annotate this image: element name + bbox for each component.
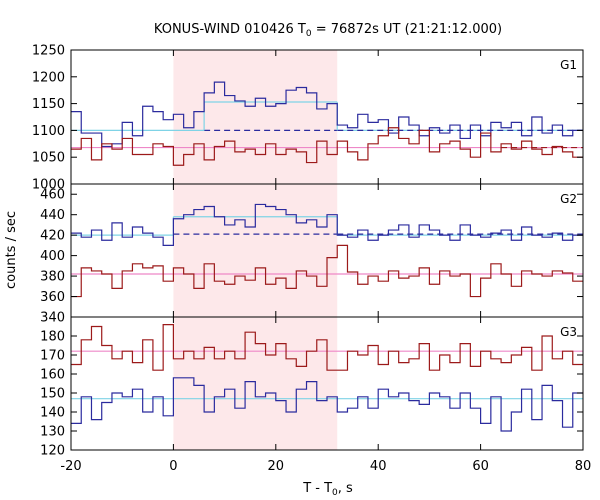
g3-ytick-label-120: 120	[40, 444, 65, 459]
g1-panel-label: G1	[560, 58, 577, 72]
x-axis-label: T - T0, s	[302, 481, 353, 498]
g3-ytick-label-130: 130	[40, 425, 65, 440]
x-tick-label-0: 0	[169, 459, 177, 474]
g1-ytick-label-1200: 1200	[32, 70, 65, 85]
g2-series-red	[71, 244, 583, 298]
x-tick-label-80: 80	[575, 459, 592, 474]
g3-frame	[70, 316, 584, 451]
g2-ytick-label-420: 420	[40, 229, 65, 244]
data-layer	[71, 81, 583, 432]
x-tick-label-20: 20	[268, 459, 285, 474]
g3-ytick-label-180: 180	[40, 330, 65, 345]
g3-ytick-label-140: 140	[40, 406, 65, 421]
g3-ytick-label-150: 150	[40, 387, 65, 402]
g1-ytick-label-1000: 1000	[32, 178, 65, 193]
x-tick-label-40: 40	[370, 459, 387, 474]
g1-shaded-interval	[173, 50, 338, 184]
g2-panel-label: G2	[560, 192, 577, 206]
g3-ytick-label-170: 170	[40, 349, 65, 364]
g3-panel-label: G3	[560, 325, 577, 339]
g2-series-blue	[71, 203, 583, 246]
g3-ytick-label-160: 160	[40, 368, 65, 383]
g1-ytick-label-1100: 1100	[32, 124, 65, 139]
g2-ytick-label-380: 380	[40, 270, 65, 285]
x-tick-label-60: 60	[472, 459, 489, 474]
g3-plot-area	[71, 324, 583, 432]
g3-series-blue	[71, 377, 583, 432]
g1-ytick-label-1250: 1250	[32, 44, 65, 59]
g2-ytick-label-440: 440	[40, 208, 65, 223]
g1-plot-area	[71, 81, 583, 166]
g2-ytick-label-360: 360	[40, 290, 65, 305]
g3-series-red	[71, 324, 583, 371]
g1-series-red	[71, 127, 583, 166]
chart-title: KONUS-WIND 010426 T0 = 76872s UT (21:21:…	[154, 22, 502, 39]
frame-layer	[70, 49, 584, 451]
y-axis-label: counts / sec	[4, 211, 19, 289]
g1-ytick-label-1150: 1150	[32, 97, 65, 112]
x-tick-label--20: -20	[60, 459, 81, 474]
tick-layer: 100010501100115012001250G134036038040042…	[32, 44, 591, 475]
g2-ytick-label-340: 340	[40, 311, 65, 326]
g2-ytick-label-460: 460	[40, 188, 65, 203]
g1-ytick-label-1050: 1050	[32, 151, 65, 166]
g2-plot-area	[71, 203, 583, 298]
g2-ytick-label-400: 400	[40, 249, 65, 264]
g1-series-blue	[71, 81, 583, 148]
